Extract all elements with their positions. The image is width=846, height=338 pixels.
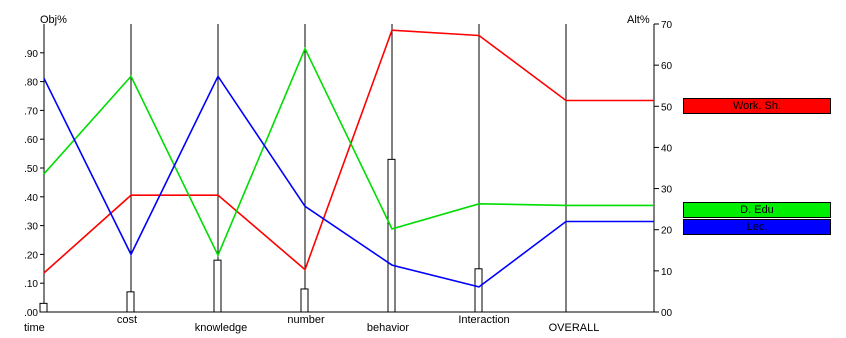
left-tick-label: .90	[24, 49, 38, 60]
weight-bar-cost	[126, 291, 135, 313]
category-label-cost: cost	[117, 314, 137, 326]
right-tick-label: 40	[661, 143, 673, 154]
weight-bar-knowledge	[213, 259, 222, 313]
right-tick-label: 10	[661, 267, 673, 278]
weight-bar-number	[300, 288, 309, 313]
left-tick-label: .60	[24, 135, 38, 146]
left-tick-label: .50	[24, 164, 38, 175]
category-label-overall: OVERALL	[549, 322, 600, 334]
weight-bar-behavior	[387, 158, 396, 313]
left-axis-title: Obj%	[40, 14, 67, 26]
category-label-interaction: Interaction	[458, 314, 509, 326]
series-line-1	[43, 46, 654, 258]
category-label-knowledge: knowledge	[195, 322, 248, 334]
category-label-behavior: behavior	[367, 322, 410, 334]
left-tick-label: .20	[24, 250, 38, 261]
right-tick-label: 70	[661, 20, 673, 31]
plot-frame	[43, 24, 655, 313]
left-tick-label: .80	[24, 78, 38, 89]
legend-lec[interactable]: Lec.	[683, 219, 831, 235]
left-tick-label: .70	[24, 106, 38, 117]
weight-bar-time	[39, 302, 48, 313]
category-label-number: number	[287, 314, 325, 326]
right-axis-title: Alt%	[627, 14, 650, 26]
left-tick-label: .40	[24, 193, 38, 204]
legend-d-edu[interactable]: D. Edu	[683, 202, 831, 218]
right-tick-label: 50	[661, 102, 673, 113]
left-tick-label: .10	[24, 279, 38, 290]
objective-weight-bars	[39, 158, 483, 313]
right-tick-label: 20	[661, 226, 673, 237]
weight-bar-Interaction	[474, 268, 483, 313]
left-tick-label: .00	[24, 308, 38, 319]
legend-work-sh[interactable]: Work. Sh.	[683, 98, 831, 114]
category-label-time: time	[24, 322, 45, 334]
left-tick-label: .30	[24, 222, 38, 233]
right-tick-label: 60	[661, 61, 673, 72]
axis-ticks: .00 .10 .20 .30 .40 .50 .60 .70 .80 .90 00 10 20 30 40…	[24, 20, 673, 334]
right-tick-label: 00	[661, 308, 673, 319]
series-line-0	[43, 29, 654, 274]
series-lines	[43, 29, 654, 288]
right-tick-label: 30	[661, 185, 673, 196]
series-line-2	[43, 74, 654, 288]
